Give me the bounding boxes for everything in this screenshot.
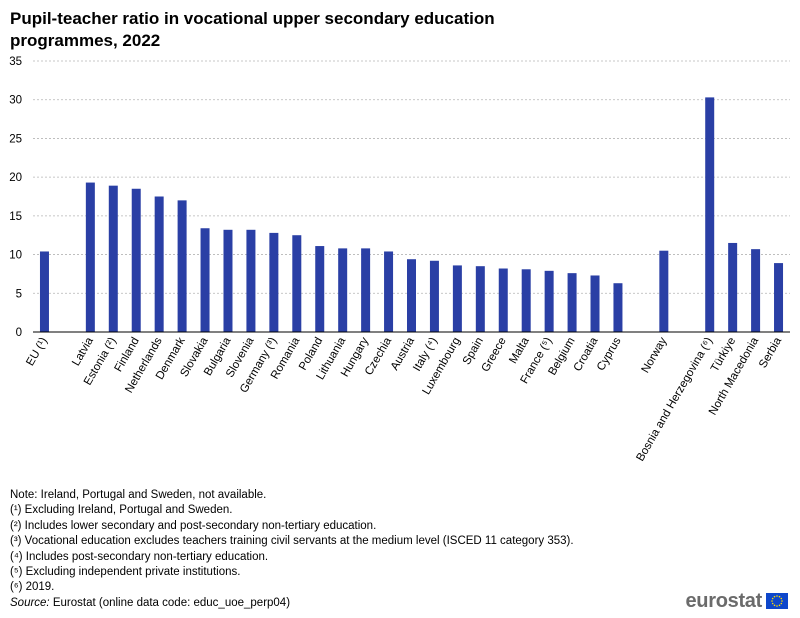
bar — [39, 251, 49, 332]
flag-star — [771, 597, 774, 600]
flag-star — [780, 597, 783, 600]
bar — [200, 228, 210, 332]
bar — [361, 248, 371, 332]
flag-star — [778, 595, 781, 598]
bar — [407, 259, 416, 332]
chart-title: Pupil-teacher ratio in vocational upper … — [10, 8, 710, 52]
footnote-5: (⁵) Excluding independent private instit… — [10, 566, 241, 579]
flag-background — [766, 593, 788, 609]
footnote-0: Note: Ireland, Portugal and Sweden, not … — [10, 489, 267, 501]
bar — [269, 232, 279, 332]
eurostat-logo: eurostat — [685, 590, 788, 612]
footnote-6: (⁶) 2019. — [10, 581, 55, 594]
y-tick-label: 15 — [9, 211, 22, 223]
x-tick-label: Serbia — [757, 335, 784, 370]
chart-title-line1: Pupil-teacher ratio in vocational upper … — [10, 9, 495, 28]
bar — [475, 266, 485, 332]
footnotes: Note: Ireland, Portugal and Sweden, not … — [10, 488, 710, 611]
y-tick-label: 20 — [9, 172, 22, 184]
flag-star — [771, 602, 774, 605]
bar — [154, 196, 164, 332]
flag-star — [776, 595, 778, 597]
x-tick-label: Bosnia and Herzegovina (⁶) — [634, 335, 715, 463]
bar — [705, 97, 715, 333]
y-tick-label: 25 — [9, 133, 22, 145]
bar — [498, 268, 508, 332]
chart-title-line2: programmes, 2022 — [10, 31, 161, 50]
flag-star — [778, 604, 781, 607]
bar — [384, 251, 394, 332]
bar — [728, 242, 738, 332]
bar — [338, 248, 348, 332]
x-tick-label: EU (¹) — [24, 335, 50, 368]
bar — [246, 229, 256, 332]
footnote-1: (¹) Excluding Ireland, Portugal and Swed… — [10, 504, 233, 517]
bar — [108, 185, 118, 332]
bar — [544, 270, 554, 332]
footnote-4: (⁴) Includes post-secondary non-tertiary… — [10, 550, 269, 563]
bar — [177, 200, 187, 332]
flag-star — [773, 595, 776, 598]
bar — [315, 246, 325, 332]
y-tick-label: 0 — [16, 327, 22, 339]
bar — [223, 229, 233, 332]
flag-star — [780, 602, 783, 605]
y-tick-label: 35 — [9, 56, 22, 68]
y-tick-label: 30 — [9, 95, 22, 107]
flag-star — [776, 605, 778, 607]
flag-star — [771, 600, 773, 602]
bar — [292, 235, 302, 332]
bar — [590, 275, 600, 332]
bar — [613, 283, 623, 332]
bar — [131, 188, 141, 332]
footnote-3: (³) Vocational education excludes teache… — [10, 535, 574, 548]
flag-star — [773, 604, 776, 607]
x-tick-label: Norway — [640, 335, 670, 375]
bar — [774, 263, 784, 332]
bar — [751, 249, 761, 332]
eu-flag-icon — [766, 593, 788, 609]
bar — [567, 273, 577, 332]
bar — [521, 269, 531, 332]
logo-text: eurostat — [685, 589, 762, 612]
y-tick-label: 10 — [9, 250, 22, 262]
source-label: Source: — [10, 596, 50, 609]
y-tick-label: 5 — [16, 288, 22, 300]
bar — [452, 265, 462, 332]
bar — [85, 182, 95, 332]
bar — [429, 260, 439, 332]
source-text: Eurostat (online data code: educ_uoe_per… — [49, 596, 291, 609]
flag-star — [781, 600, 783, 602]
footnote-2: (²) Includes lower secondary and post-se… — [10, 519, 377, 532]
bar — [659, 250, 669, 332]
source-line: Source: Eurostat (online data code: educ… — [10, 596, 710, 611]
